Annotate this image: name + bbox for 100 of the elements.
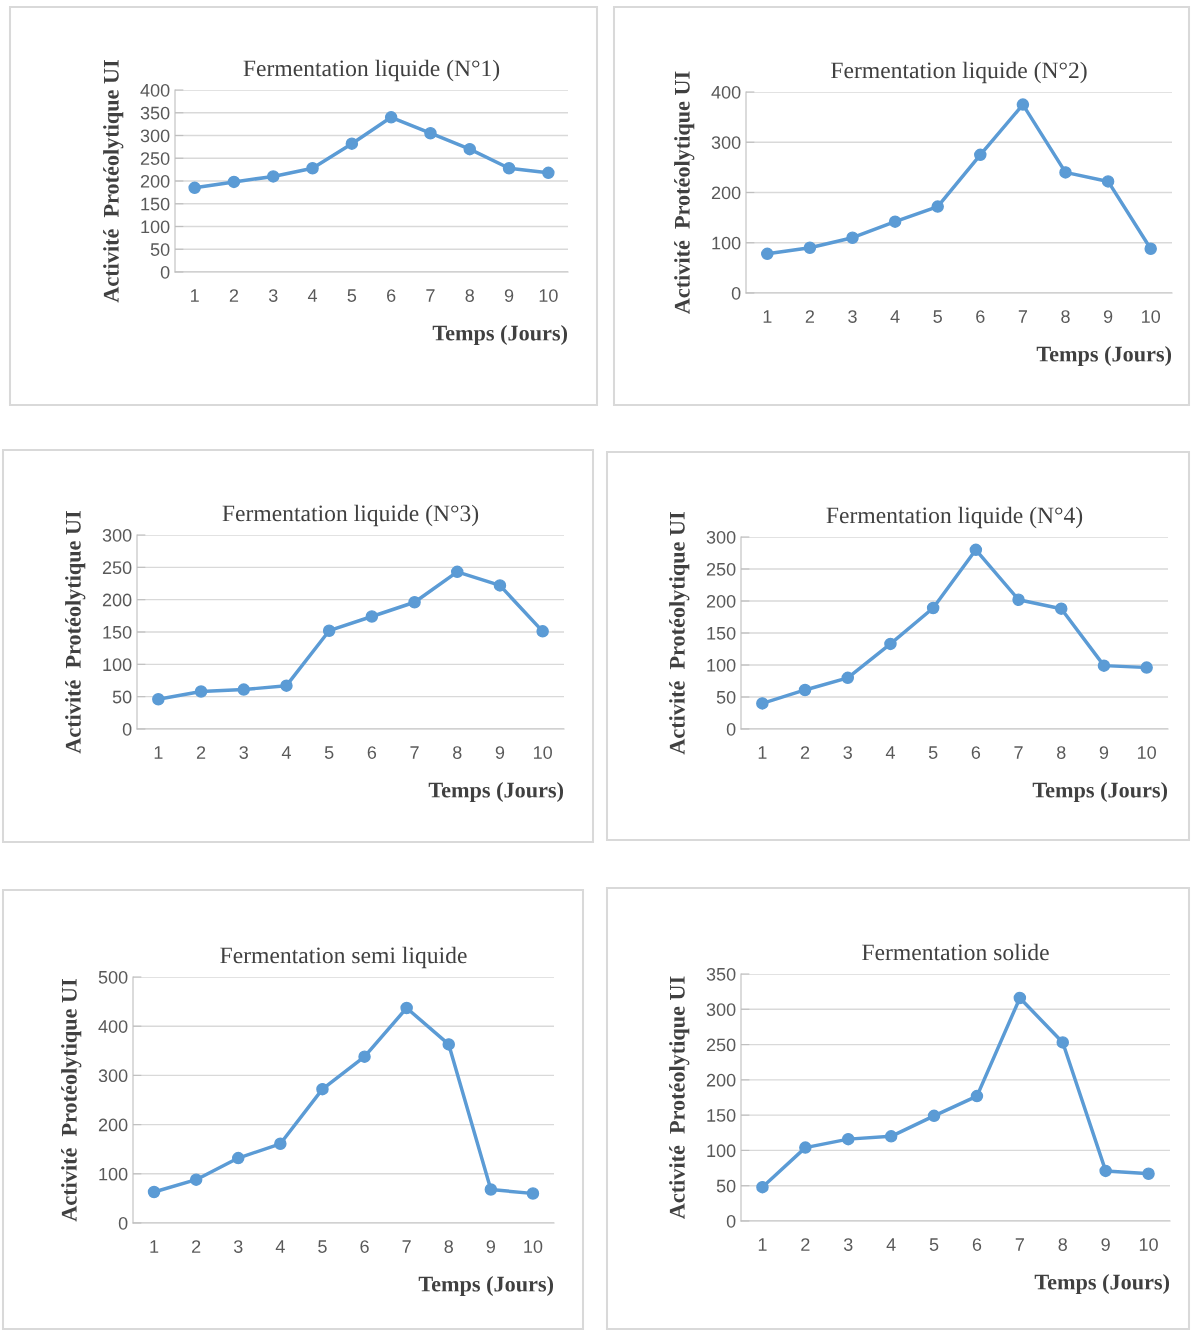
point bbox=[841, 1132, 855, 1146]
point bbox=[502, 162, 516, 175]
x-tick-label: 7 bbox=[402, 1240, 411, 1253]
x-tick-label: 7 bbox=[1015, 1238, 1024, 1251]
y-tick-label: 100 bbox=[141, 220, 170, 234]
x-tick-label: 2 bbox=[196, 746, 206, 759]
point bbox=[1099, 1164, 1112, 1178]
x-tick-label: 4 bbox=[307, 289, 318, 302]
y-axis-title: Activité Protéolytique UI bbox=[61, 979, 82, 1222]
x-tick-label: 1 bbox=[154, 746, 163, 759]
point bbox=[1056, 1036, 1070, 1049]
point bbox=[231, 1151, 245, 1165]
y-axis-title: Activité Protéolytique UI bbox=[65, 511, 86, 754]
point bbox=[1101, 175, 1115, 188]
point bbox=[841, 671, 855, 685]
x-axis-title: Temps (Jours) bbox=[428, 781, 564, 803]
chart-title: Fermentation solide bbox=[862, 943, 1049, 961]
point bbox=[884, 637, 897, 651]
y-tick-label: 0 bbox=[122, 722, 132, 736]
x-tick-label: 3 bbox=[268, 289, 278, 302]
chart-title: Fermentation liquide (N°2) bbox=[831, 61, 1087, 84]
chart-title: Fermentation liquide (N°1) bbox=[243, 59, 500, 82]
x-tick-label: 9 bbox=[1099, 746, 1109, 759]
y-tick-label: 0 bbox=[160, 265, 170, 279]
x-tick-label: 10 bbox=[539, 289, 558, 302]
y-tick-label: 300 bbox=[706, 1003, 736, 1017]
y-tick-label: 200 bbox=[140, 174, 170, 188]
point bbox=[1013, 991, 1027, 1005]
x-tick-label: 10 bbox=[1142, 310, 1161, 323]
point bbox=[1059, 166, 1072, 179]
point bbox=[463, 142, 477, 156]
y-tick-label: 150 bbox=[141, 197, 170, 211]
x-tick-label: 8 bbox=[453, 746, 462, 759]
x-tick-label: 6 bbox=[367, 746, 377, 759]
x-tick-label: 5 bbox=[928, 746, 938, 759]
x-tick-label: 4 bbox=[890, 310, 900, 323]
x-tick-label: 3 bbox=[239, 746, 248, 759]
y-tick-label: 100 bbox=[707, 1144, 736, 1158]
point bbox=[400, 1001, 413, 1015]
y-tick-label: 250 bbox=[140, 152, 170, 165]
point bbox=[974, 148, 987, 162]
x-tick-label: 6 bbox=[387, 289, 396, 302]
point bbox=[756, 1180, 769, 1194]
point bbox=[761, 247, 774, 261]
y-axis-title: Activité Protéolytique UI bbox=[674, 71, 695, 314]
point bbox=[322, 624, 336, 637]
x-axis-title: Temps (Jours) bbox=[1036, 345, 1172, 367]
x-tick-label: 5 bbox=[347, 289, 357, 302]
y-tick-label: 300 bbox=[98, 1069, 128, 1083]
x-tick-label: 7 bbox=[1018, 310, 1028, 323]
y-tick-label: 200 bbox=[98, 1118, 128, 1132]
x-tick-label: 9 bbox=[486, 1240, 496, 1253]
y-axis-title: Activité Protéolytique UI bbox=[103, 60, 124, 303]
y-tick-label: 100 bbox=[103, 658, 132, 672]
chart-title: Fermentation liquide (N°3) bbox=[222, 504, 479, 527]
point bbox=[799, 1141, 812, 1154]
point bbox=[450, 565, 464, 579]
point bbox=[194, 685, 208, 698]
y-tick-label: 200 bbox=[706, 594, 736, 608]
point bbox=[274, 1137, 287, 1151]
point bbox=[493, 579, 507, 592]
x-tick-label: 6 bbox=[971, 746, 981, 759]
y-axis-title: Activité Protéolytique UI bbox=[669, 976, 690, 1219]
point bbox=[1140, 661, 1153, 674]
y-tick-label: 50 bbox=[112, 690, 132, 704]
chart-title: Fermentation semi liquide bbox=[220, 946, 467, 969]
point bbox=[1142, 1167, 1155, 1180]
y-tick-label: 200 bbox=[706, 1073, 736, 1087]
point bbox=[969, 543, 983, 557]
point bbox=[1144, 242, 1157, 256]
x-tick-label: 10 bbox=[524, 1240, 543, 1253]
point bbox=[384, 111, 398, 124]
x-axis-title: Temps (Jours) bbox=[1034, 1273, 1170, 1295]
x-axis-title: Temps (Jours) bbox=[432, 324, 568, 346]
x-tick-label: 1 bbox=[758, 1238, 767, 1251]
y-tick-label: 400 bbox=[98, 1020, 128, 1033]
x-tick-label: 4 bbox=[275, 1240, 285, 1253]
x-tick-label: 1 bbox=[191, 289, 199, 302]
x-tick-label: 9 bbox=[495, 746, 505, 759]
x-tick-label: 10 bbox=[533, 746, 552, 759]
x-tick-label: 1 bbox=[150, 1240, 159, 1253]
point bbox=[1012, 593, 1025, 606]
point bbox=[280, 679, 293, 692]
point bbox=[237, 683, 251, 696]
point bbox=[408, 596, 421, 609]
x-tick-label: 8 bbox=[444, 1240, 453, 1253]
y-tick-label: 250 bbox=[706, 562, 736, 576]
x-tick-label: 10 bbox=[1137, 746, 1156, 759]
point bbox=[147, 1185, 161, 1199]
y-tick-label: 350 bbox=[706, 967, 736, 981]
y-tick-label: 150 bbox=[707, 1109, 736, 1122]
x-tick-label: 2 bbox=[801, 1238, 810, 1251]
point bbox=[526, 1187, 540, 1200]
x-tick-label: 6 bbox=[360, 1240, 369, 1253]
point bbox=[365, 610, 379, 623]
y-tick-label: 50 bbox=[716, 690, 736, 704]
y-tick-label: 250 bbox=[706, 1038, 736, 1052]
x-tick-label: 10 bbox=[1139, 1238, 1158, 1251]
y-tick-label: 500 bbox=[98, 970, 128, 984]
point bbox=[888, 215, 902, 228]
